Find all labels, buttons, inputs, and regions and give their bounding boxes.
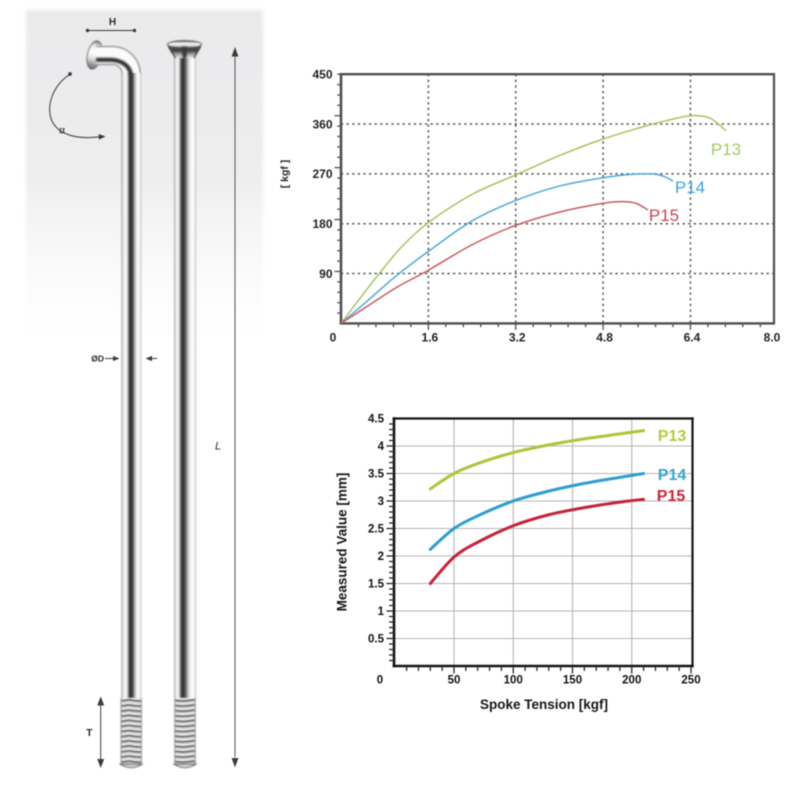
- svg-text:0.5: 0.5: [368, 634, 385, 646]
- svg-text:Measured Value [mm]: Measured Value [mm]: [335, 473, 350, 612]
- svg-text:H: H: [109, 17, 116, 28]
- svg-text:1.5: 1.5: [368, 579, 385, 591]
- svg-text:200: 200: [622, 675, 641, 687]
- svg-text:150: 150: [563, 675, 582, 687]
- svg-text:4.8: 4.8: [596, 331, 613, 345]
- svg-text:250: 250: [681, 675, 700, 687]
- svg-text:T: T: [86, 727, 93, 739]
- svg-text:100: 100: [504, 675, 523, 687]
- svg-text:P14: P14: [675, 178, 705, 197]
- svg-text:P15: P15: [657, 488, 686, 505]
- svg-text:270: 270: [312, 167, 332, 181]
- svg-text:α: α: [59, 125, 65, 137]
- svg-text:2.5: 2.5: [368, 524, 385, 536]
- svg-text:Spoke Tension [kgf]: Spoke Tension [kgf]: [480, 697, 608, 712]
- svg-text:4: 4: [378, 441, 385, 453]
- svg-text:1.6: 1.6: [422, 331, 439, 345]
- svg-text:P13: P13: [711, 140, 741, 159]
- svg-text:360: 360: [312, 117, 332, 131]
- svg-text:ØD: ØD: [91, 354, 104, 364]
- svg-text:3: 3: [378, 496, 384, 508]
- svg-text:3.5: 3.5: [368, 469, 385, 481]
- svg-text:8.0: 8.0: [764, 331, 781, 345]
- svg-text:180: 180: [312, 217, 332, 231]
- svg-text:50: 50: [448, 675, 461, 687]
- svg-text:4.5: 4.5: [368, 414, 385, 426]
- svg-text:0: 0: [377, 675, 383, 687]
- svg-text:P15: P15: [649, 206, 679, 225]
- svg-text:[ kgf ]: [ kgf ]: [279, 160, 291, 189]
- svg-text:90: 90: [319, 267, 333, 281]
- svg-text:P13: P13: [658, 428, 687, 445]
- svg-text:P14: P14: [658, 467, 687, 484]
- svg-text:3.2: 3.2: [509, 331, 526, 345]
- svg-text:450: 450: [312, 68, 332, 82]
- svg-text:6.4: 6.4: [684, 331, 701, 345]
- svg-text:0: 0: [330, 331, 337, 345]
- svg-text:1: 1: [378, 606, 385, 618]
- svg-text:2: 2: [378, 551, 384, 563]
- svg-text:L: L: [215, 441, 221, 453]
